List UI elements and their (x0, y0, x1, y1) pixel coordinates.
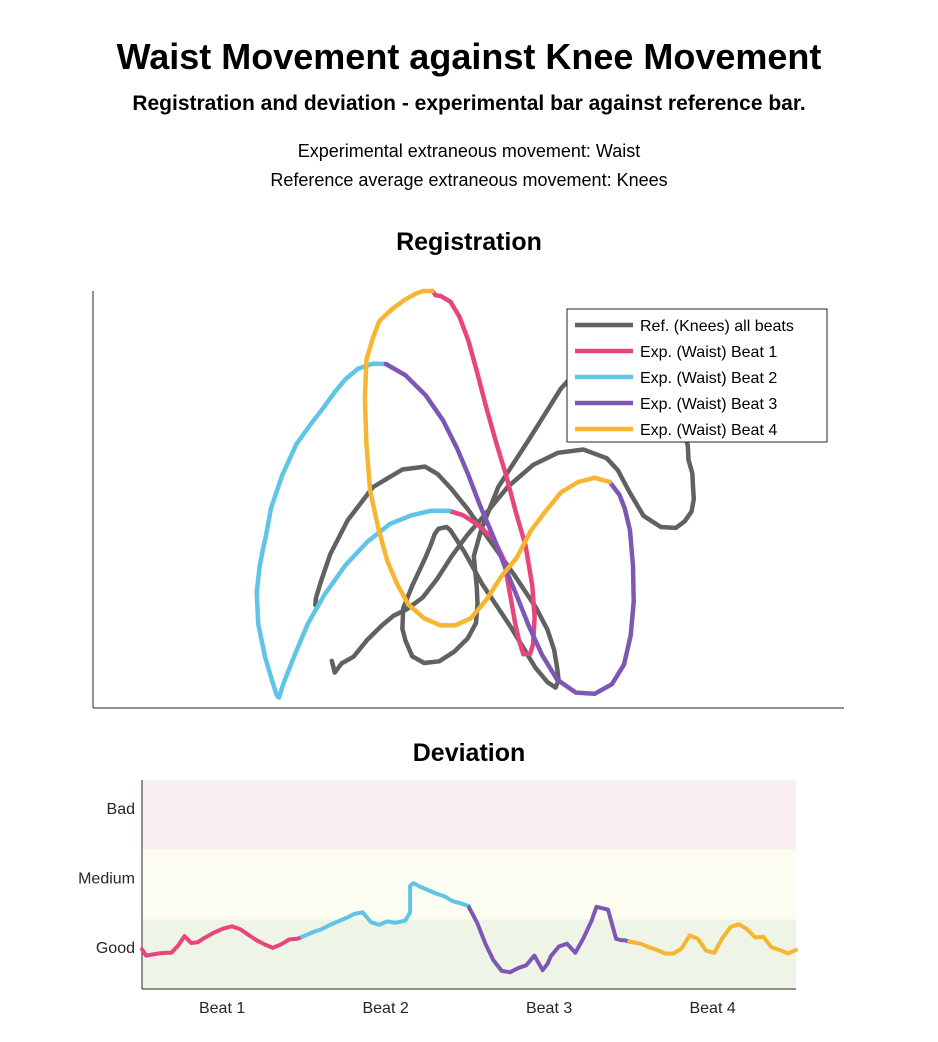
registration-line-beat-2 (257, 364, 449, 698)
band-bad (142, 780, 796, 850)
legend-label-beat-2: Exp. (Waist) Beat 2 (640, 370, 777, 387)
y-tick-label-bad: Bad (107, 801, 135, 818)
x-tick-label-beat-4: Beat 4 (689, 1000, 735, 1017)
registration-panel: Registration Ref. (Knees) all beats Exp. … (93, 228, 844, 708)
legend-label-beat-1: Exp. (Waist) Beat 1 (640, 344, 777, 361)
deviation-bands (142, 780, 796, 989)
x-tick-label-beat-1: Beat 1 (199, 1000, 245, 1017)
legend-label-reference: Ref. (Knees) all beats (640, 318, 794, 335)
deviation-x-tick-labels: Beat 1 Beat 2 Beat 3 Beat 4 (199, 1000, 736, 1017)
legend-label-beat-3: Exp. (Waist) Beat 3 (640, 396, 777, 413)
x-tick-label-beat-3: Beat 3 (526, 1000, 572, 1017)
x-tick-label-beat-2: Beat 2 (362, 1000, 408, 1017)
deviation-title: Deviation (413, 739, 526, 767)
legend-label-beat-4: Exp. (Waist) Beat 4 (640, 422, 777, 439)
deviation-y-tick-labels: Good Medium Bad (78, 801, 135, 957)
registration-title: Registration (396, 228, 542, 256)
y-tick-label-good: Good (96, 940, 135, 957)
y-tick-label-medium: Medium (78, 871, 135, 888)
registration-legend: Ref. (Knees) all beats Exp. (Waist) Beat … (567, 309, 827, 442)
